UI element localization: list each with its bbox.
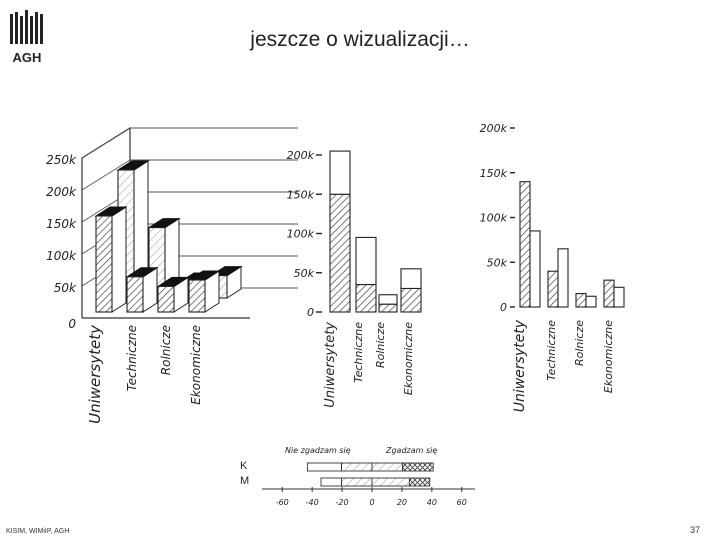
chart-diverging-x-tick-label: 20: [397, 498, 407, 507]
chart-stacked-bar-lower: [400, 287, 422, 313]
chart-diverging-segment: [371, 462, 404, 472]
chart-stacked-category-label: Uniwersytety: [323, 322, 338, 408]
chart-grouped-bar-b: [613, 286, 625, 308]
chart-3d-category-label: Uniwersytety: [86, 324, 104, 424]
chart-grouped-category-label: Rolnicze: [573, 320, 586, 366]
chart-stacked-category-label: Techniczne: [352, 322, 365, 383]
chart-grouped-category-label: Techniczne: [545, 320, 558, 381]
chart-grouped-y-ticks: 0 50k 100k 150k 200k: [480, 122, 515, 314]
chart-grouped-bar-b: [557, 248, 569, 308]
chart-grouped-bar-b: [585, 295, 597, 308]
chart-diverging-x-tick-label: 60: [457, 498, 467, 507]
chart-stacked-bar-upper: [355, 236, 377, 286]
chart-grouped-y-tick-label: 200k: [480, 122, 508, 135]
chart-diverging-row-label: K: [240, 460, 248, 472]
chart-stacked-bar-lower: [355, 283, 377, 313]
chart-3d-y-tick-label: 200k: [46, 185, 77, 199]
chart-diverging-segment: [402, 462, 434, 472]
chart-3d-bars: 0 50k 100k 150k 200k 250k Uniwersytety Technic…: [46, 126, 298, 424]
chart-stacked-bar-lower: [378, 303, 398, 313]
chart-stacked-bars: 0 50k 100k 150k 200k Uniwersytety Techniczne R…: [287, 149, 422, 408]
chart-grouped-category-label: Ekonomiczne: [602, 320, 615, 393]
chart-diverging-x-tick-label: 0: [369, 498, 374, 507]
chart-3d-category-label: Techniczne: [125, 325, 139, 391]
chart-stacked-y-ticks: 0 50k 100k 150k 200k: [287, 149, 322, 319]
chart-stacked-y-tick-label: 50k: [294, 267, 315, 280]
chart-grouped-category-label: Uniwersytety: [512, 319, 528, 412]
chart-stacked-category-label: Rolnicze: [374, 322, 387, 368]
diverging-legend-agree: Zgadzam się: [385, 446, 437, 455]
chart-grouped-bars: 0 50k 100k 150k 200k Uniwersytety Techniczne R…: [480, 122, 625, 412]
chart-grouped-bars-group: [519, 181, 625, 308]
chart-diverging-x-tick-label: -20: [336, 498, 349, 507]
chart-diverging-row-label: M: [240, 475, 249, 487]
chart-grouped-bar-a: [519, 181, 531, 308]
chart-diverging-x-tick-label: 40: [427, 498, 437, 507]
chart-3d-y-tick-label: 100k: [46, 249, 77, 263]
chart-grouped-y-tick-label: 100k: [480, 212, 508, 225]
chart-diverging-x-ticks: -60 -40 -20 0 20 40 60: [262, 487, 475, 507]
chart-stacked-y-tick-label: 200k: [287, 149, 315, 162]
chart-grouped-bar-a: [547, 270, 559, 308]
chart-stacked-category-labels: Uniwersytety Techniczne Rolnicze Ekonomiczn…: [323, 322, 415, 408]
chart-diverging-segment: [320, 477, 342, 487]
chart-diverging-bars: Nie zgadzam się Zgadzam się KM -60 -40 -20…: [240, 446, 475, 507]
chart-stacked-bar-upper: [400, 268, 422, 290]
footer-institution: KISIM, WIMiIP, AGH: [6, 528, 70, 535]
chart-diverging-segment: [371, 477, 410, 487]
chart-3d-bar-front: [95, 215, 113, 313]
chart-stacked-bar-lower: [329, 193, 351, 313]
chart-3d-y-tick-label: 0: [68, 317, 76, 331]
chart-stacked-y-tick-label: 0: [307, 306, 314, 319]
chart-grouped-category-labels: Uniwersytety Techniczne Rolnicze Ekonomiczn…: [512, 319, 615, 412]
chart-grouped-y-tick-label: 150k: [480, 167, 508, 180]
chart-stacked-category-label: Ekonomiczne: [402, 322, 415, 395]
chart-3d-bar-front: [188, 279, 206, 313]
chart-3d-category-label: Ekonomiczne: [189, 325, 203, 405]
chart-stacked-y-tick-label: 100k: [287, 228, 315, 241]
chart-grouped-bar-a: [603, 279, 615, 308]
chart-stacked-bar-upper: [329, 150, 351, 195]
chart-grouped-bar-b: [529, 230, 541, 308]
chart-3d-category-label: Rolnicze: [159, 325, 173, 375]
chart-3d-gridline: [81, 159, 131, 191]
chart-grouped-y-tick-label: 50k: [487, 256, 508, 269]
chart-diverging-x-tick-label: -60: [276, 498, 289, 507]
logo-text: AGH: [13, 50, 42, 65]
chart-3d-category-labels: Uniwersytety Techniczne Rolnicze Ekonomiczn…: [86, 324, 203, 424]
chart-diverging-x-tick-label: -40: [306, 498, 319, 507]
chart-grouped-bar-a: [575, 293, 587, 308]
chart-3d-y-tick-label: 250k: [46, 153, 77, 167]
chart-stacked-bar-upper: [378, 294, 398, 305]
chart-stacked-y-tick-label: 150k: [287, 188, 315, 201]
chart-3d-bar-front: [157, 285, 175, 313]
diverging-legend-disagree: Nie zgadzam się: [285, 446, 351, 455]
chart-3d-gridline: [81, 127, 131, 159]
chart-diverging-segment: [340, 462, 373, 472]
agh-logo: AGH: [10, 10, 43, 65]
slide-title: jeszcze o wizualizacji…: [250, 28, 470, 51]
chart-3d-bar-front: [126, 276, 144, 313]
chart-3d-bar-front-side: [111, 206, 127, 313]
chart-stacked-bars-group: [329, 150, 422, 313]
chart-diverging-segment: [340, 477, 373, 487]
chart-3d-y-tick-label: 150k: [46, 217, 77, 231]
chart-diverging-segment: [408, 477, 431, 487]
chart-grouped-y-tick-label: 0: [500, 301, 507, 314]
page-number: 37: [690, 525, 701, 535]
chart-3d-bars-group: [94, 160, 243, 313]
chart-diverging-bars-group: KM: [240, 460, 434, 487]
chart-3d-y-tick-label: 50k: [54, 281, 77, 295]
chart-diverging-segment: [306, 462, 342, 472]
